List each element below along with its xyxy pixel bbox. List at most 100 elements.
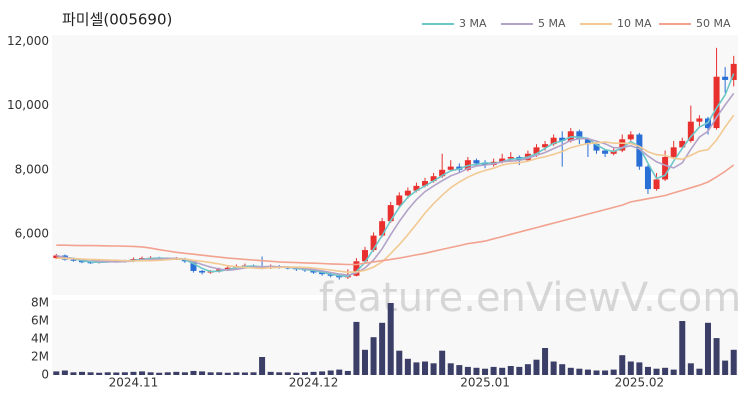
volume-bar	[121, 372, 128, 375]
candle-body	[430, 176, 437, 182]
candle-body	[422, 181, 429, 186]
x-tick-label: 2025.02	[615, 376, 665, 390]
candle-body	[473, 160, 480, 164]
candle-body	[662, 156, 669, 180]
candle-body	[53, 255, 60, 259]
volume-bar	[516, 366, 523, 375]
y-tick-label: 12,000	[7, 34, 49, 48]
volume-tick-label: 6M	[31, 314, 49, 328]
candle-body	[636, 134, 643, 167]
candle-body	[361, 250, 368, 262]
candle-body	[70, 259, 77, 261]
volume-bar	[722, 360, 729, 375]
volume-bar	[679, 321, 686, 375]
candle-body	[687, 121, 694, 141]
volume-bar	[130, 371, 137, 375]
volume-bar	[224, 372, 231, 375]
candle-body	[533, 147, 540, 154]
candle-body	[619, 139, 626, 151]
volume-bar	[104, 372, 111, 375]
volume-bar	[173, 371, 180, 375]
volume-bar	[250, 372, 257, 375]
ma-line	[56, 114, 735, 274]
volume-bar	[439, 350, 446, 375]
candle-body	[139, 258, 146, 260]
volume-bar	[156, 372, 163, 375]
candle-body	[627, 134, 634, 140]
volume-bar	[619, 355, 626, 375]
volume-bar	[70, 372, 77, 375]
candle-body	[499, 158, 506, 162]
volume-bar	[53, 371, 60, 375]
candle-body	[447, 166, 454, 170]
legend-label: 10 MA	[617, 17, 652, 30]
candle-body	[319, 272, 326, 275]
volume-bar	[473, 367, 480, 375]
volume-bar	[644, 366, 651, 375]
candle-body	[336, 275, 343, 278]
volume-bar	[499, 367, 506, 375]
volume-bar	[396, 350, 403, 375]
volume-bar	[241, 372, 248, 375]
volume-bar	[387, 303, 394, 375]
volume-bar	[524, 364, 531, 375]
candle-body	[653, 179, 660, 190]
volume-bar	[259, 357, 266, 375]
volume-bar	[293, 372, 300, 375]
legend-label: 50 MA	[696, 17, 731, 30]
volume-bar	[181, 372, 188, 375]
volume-bar	[319, 371, 326, 375]
candle-body	[730, 63, 737, 80]
volume-bar	[361, 349, 368, 375]
candle-body	[439, 169, 446, 177]
volume-bar	[610, 369, 617, 375]
volume-bar	[713, 338, 720, 375]
volume-bar	[353, 321, 360, 375]
volume-bar	[147, 372, 154, 375]
candle-body	[584, 139, 591, 145]
candle-body	[696, 118, 703, 122]
volume-bar	[567, 367, 574, 375]
candle-body	[559, 137, 566, 141]
candle-body	[550, 137, 557, 145]
volume-bar	[413, 362, 420, 375]
volume-bar	[533, 359, 540, 375]
y-tick-label: 8,000	[15, 162, 49, 176]
volume-bar	[653, 368, 660, 375]
volume-bar	[550, 361, 557, 375]
volume-bar	[670, 369, 677, 375]
volume-bar	[730, 349, 737, 375]
volume-tick-label: 0	[41, 368, 49, 382]
x-tick-label: 2024.12	[289, 376, 339, 390]
volume-bar	[310, 371, 317, 375]
candle-body	[404, 190, 411, 196]
volume-bar	[284, 372, 291, 375]
volume-bar	[636, 362, 643, 375]
y-tick-label: 10,000	[7, 98, 49, 112]
volume-bar	[267, 371, 274, 375]
volume-bar	[301, 372, 308, 375]
volume-bar	[490, 366, 497, 375]
candle-body	[542, 144, 549, 148]
volume-bar	[216, 372, 223, 375]
volume-bar	[696, 368, 703, 375]
volume-bar	[576, 368, 583, 375]
volume-bar	[139, 371, 146, 375]
volume-bar	[87, 372, 94, 375]
candle-body	[713, 76, 720, 129]
volume-bar	[336, 369, 343, 375]
volume-bar	[327, 370, 334, 375]
candle-body	[507, 156, 514, 159]
candle-body	[370, 235, 377, 251]
volume-bar	[627, 361, 634, 375]
volume-bar	[584, 369, 591, 375]
candle-body	[396, 195, 403, 206]
volume-bar	[404, 358, 411, 375]
plot: 6,000 8,000 10,000 12,000 0 2M 4M 6M 8M 2024.11 20…	[7, 17, 737, 390]
x-tick-label: 2024.11	[109, 376, 159, 390]
volume-bar	[276, 372, 283, 375]
volume-bar	[190, 370, 197, 375]
volume-bar	[687, 363, 694, 375]
volume-bar	[113, 372, 120, 375]
volume-bar	[447, 363, 454, 375]
